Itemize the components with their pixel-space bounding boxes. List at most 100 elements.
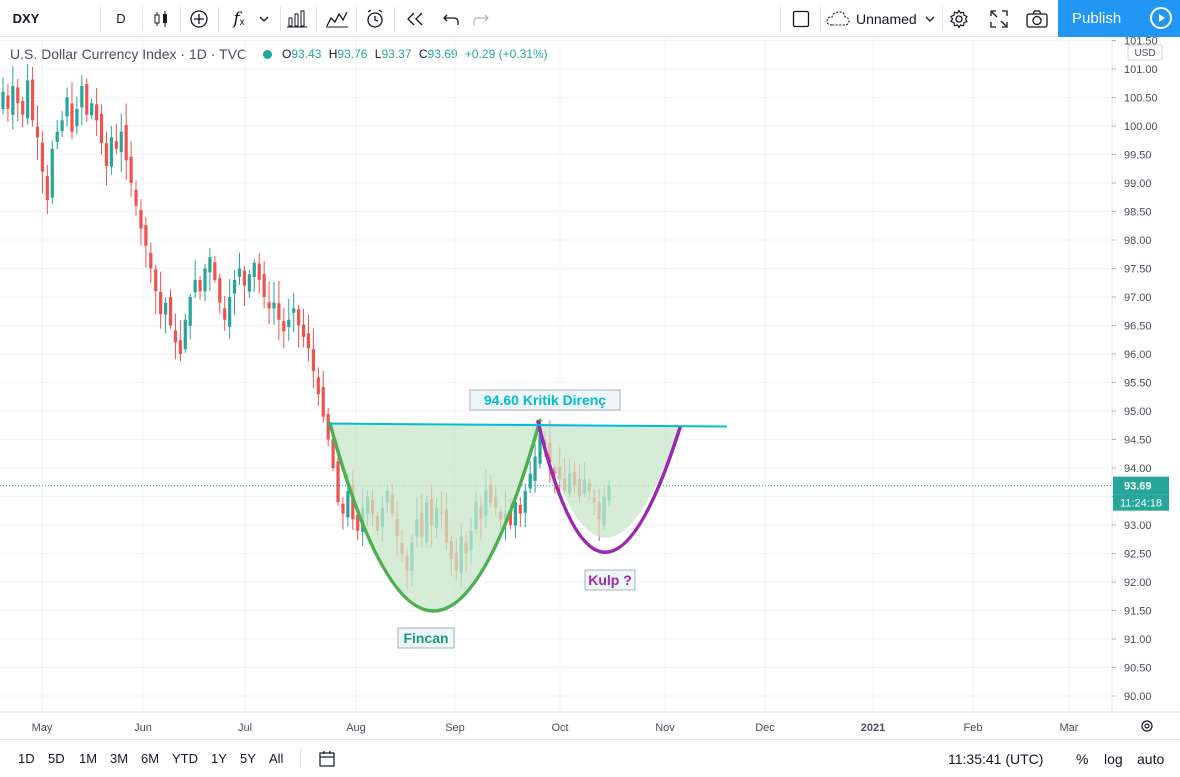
price-tick-label: 96.00 (1124, 349, 1152, 361)
range-5d[interactable]: 5D (48, 751, 65, 766)
bottom-toolbar: 1D 5D 1M 3M 6M YTD 1Y 5Y All 11:35:41 (U… (0, 739, 1180, 777)
candle-body (80, 86, 84, 108)
candle-body (134, 189, 138, 206)
candle-body (124, 125, 128, 161)
handle-label: Kulp ? (588, 572, 632, 588)
candle-body (168, 297, 173, 326)
price-tick-label: 98.00 (1124, 235, 1152, 247)
range-1d[interactable]: 1D (18, 751, 35, 766)
candle-body (528, 473, 532, 489)
price-tick-label: 100.00 (1124, 121, 1158, 133)
candle-body (50, 148, 54, 198)
candle-body (183, 319, 187, 350)
handle-curve (536, 419, 682, 554)
range-1y[interactable]: 1Y (211, 751, 227, 766)
candle-body (21, 100, 25, 115)
last-price-tag (1113, 476, 1169, 495)
candle-body (232, 279, 237, 294)
candle-body (188, 297, 192, 326)
price-axis-panel (1112, 37, 1180, 712)
alert-icon[interactable] (362, 0, 388, 37)
candle-body (297, 309, 301, 326)
candles-icon[interactable] (148, 0, 174, 37)
candle-body (533, 456, 537, 481)
price-tick-label: 92.50 (1124, 549, 1152, 561)
percent-toggle[interactable]: % (1076, 751, 1089, 767)
price-chart[interactable]: 101.50 101.00 100.50 100.00 99.50 99.00 98.50 9… (0, 37, 1180, 739)
time-tick-label: Aug (346, 722, 366, 734)
candle-body (26, 80, 30, 119)
candle-body (228, 297, 232, 327)
utc-clock[interactable]: 11:35:41 (UTC) (948, 751, 1044, 767)
range-6m[interactable]: 6M (141, 751, 160, 766)
price-tick-label: 95.00 (1124, 406, 1152, 418)
candle-body (6, 95, 10, 109)
auto-toggle[interactable]: auto (1137, 751, 1165, 767)
candle-body (208, 257, 212, 273)
candle-body (331, 439, 335, 468)
market-status-dot (263, 49, 273, 59)
candle-body (341, 503, 345, 514)
price-tick-label: 95.50 (1124, 378, 1152, 390)
high-label: H (328, 47, 338, 61)
publish-label: Publish (1072, 10, 1122, 27)
templates-icon[interactable] (284, 0, 310, 37)
currency-label: USD (1134, 48, 1155, 59)
candle-body (326, 414, 330, 440)
interval-button[interactable]: D (116, 11, 126, 26)
price-tick-label: 98.50 (1124, 207, 1152, 219)
price-tick-label: 99.50 (1124, 150, 1152, 162)
log-toggle[interactable]: log (1104, 751, 1123, 767)
legend-title[interactable]: U.S. Dollar Currency Index · 1D · TVC (10, 46, 248, 62)
cup-label-box (397, 627, 455, 649)
candle-body (287, 319, 291, 328)
candle-body (144, 225, 148, 246)
camera-icon[interactable] (1024, 0, 1050, 37)
price-tick-label: 91.00 (1124, 634, 1152, 646)
fullscreen-rect-icon[interactable] (788, 0, 814, 37)
axis-settings-icon (1141, 720, 1153, 732)
handle-label-box (584, 569, 636, 591)
range-ytd[interactable]: YTD (172, 751, 198, 766)
price-tick-label: 97.00 (1124, 292, 1152, 304)
range-all[interactable]: All (269, 751, 284, 766)
candle-body (198, 279, 202, 292)
candle-body (159, 291, 163, 315)
play-icon[interactable] (1150, 7, 1172, 29)
candle-body (55, 131, 59, 142)
candle-body (513, 502, 517, 526)
candle-body (35, 126, 40, 138)
candle-body (65, 97, 69, 117)
candle-body (95, 104, 99, 121)
candle-body (163, 302, 168, 315)
close-label: C (418, 47, 428, 61)
open-label: O (282, 47, 292, 61)
price-tick-label: 94.00 (1124, 463, 1152, 475)
range-5y[interactable]: 5Y (240, 751, 256, 766)
candle-body (301, 324, 306, 337)
replay-icon[interactable] (402, 0, 428, 37)
price-tick-label: 94.50 (1124, 435, 1152, 447)
time-tick-label: Nov (655, 722, 675, 734)
range-1m[interactable]: 1M (79, 751, 98, 766)
add-compare-icon[interactable] (186, 0, 212, 37)
chart-style-icon[interactable] (324, 0, 350, 37)
date-range-icon[interactable] (318, 750, 336, 771)
undo-icon[interactable] (438, 0, 464, 37)
candle-body (114, 141, 118, 149)
layout-name: Unnamed (856, 10, 917, 27)
layout-name-button[interactable]: Unnamed (826, 0, 938, 37)
range-3m[interactable]: 3M (110, 751, 129, 766)
publish-button[interactable]: Publish (1058, 0, 1180, 37)
settings-icon[interactable] (946, 0, 972, 37)
symbol-search[interactable]: DXY (12, 11, 40, 26)
fullscreen-icon[interactable] (986, 0, 1012, 37)
candle-body (306, 333, 311, 349)
candle-body (277, 303, 281, 320)
candle-body (173, 330, 178, 343)
redo-icon[interactable] (468, 0, 494, 37)
candle-body (321, 386, 325, 417)
price-tick-label: 92.00 (1124, 577, 1152, 589)
price-tick-label: 90.50 (1124, 663, 1152, 675)
